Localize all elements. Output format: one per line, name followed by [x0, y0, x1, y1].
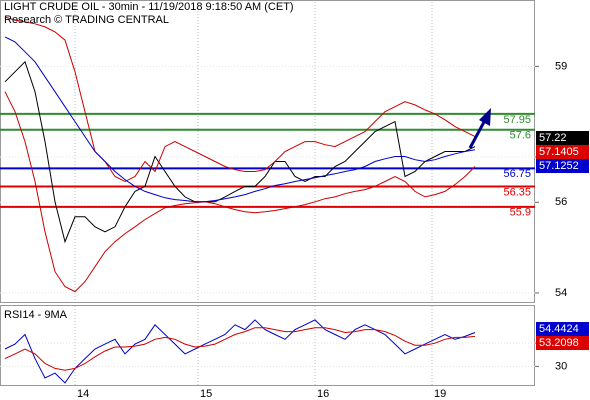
last-value-box [536, 336, 589, 351]
level-label: 56.35 [503, 186, 531, 198]
price-panel [0, 0, 535, 303]
x-tick-label: 16 [317, 388, 329, 400]
forecast-arrow [468, 121, 486, 149]
x-tick-label: 14 [77, 388, 89, 400]
level-label: 57.6 [510, 130, 531, 142]
rsi-title: RSI14 - 9MA [4, 309, 68, 321]
forecast-arrow-head [479, 108, 491, 126]
series-line [4, 91, 476, 293]
series-line [4, 60, 476, 244]
y-tick-label: 59 [555, 60, 567, 72]
last-value-box [536, 322, 589, 337]
series-line [4, 16, 476, 183]
y-tick-label: 30 [555, 360, 567, 372]
chart-subtitle: Research © TRADING CENTRAL [4, 14, 169, 26]
last-value-label: 54.4424 [539, 323, 579, 335]
level-label: 57.95 [503, 114, 531, 126]
rsi-panel [0, 305, 535, 386]
level-label: 55.9 [510, 207, 531, 219]
series-line [4, 319, 476, 384]
last-value-box [536, 159, 589, 174]
last-value-label: 57.1252 [539, 160, 579, 172]
series-line [4, 327, 476, 371]
last-value-label: 53.2098 [539, 337, 579, 349]
chart-title: LIGHT CRUDE OIL - 30min - 11/19/2018 9:1… [4, 1, 294, 13]
y-tick-label: 56 [555, 196, 567, 208]
last-value-box [536, 131, 589, 146]
last-value-box [536, 145, 589, 160]
last-value-label: 57.1405 [539, 146, 579, 158]
level-label: 56.75 [503, 168, 531, 180]
x-tick-label: 19 [434, 388, 446, 400]
series-line [4, 36, 476, 203]
x-tick-label: 15 [200, 388, 212, 400]
y-tick-label: 54 [555, 287, 567, 299]
last-value-label: 57.22 [539, 132, 567, 144]
